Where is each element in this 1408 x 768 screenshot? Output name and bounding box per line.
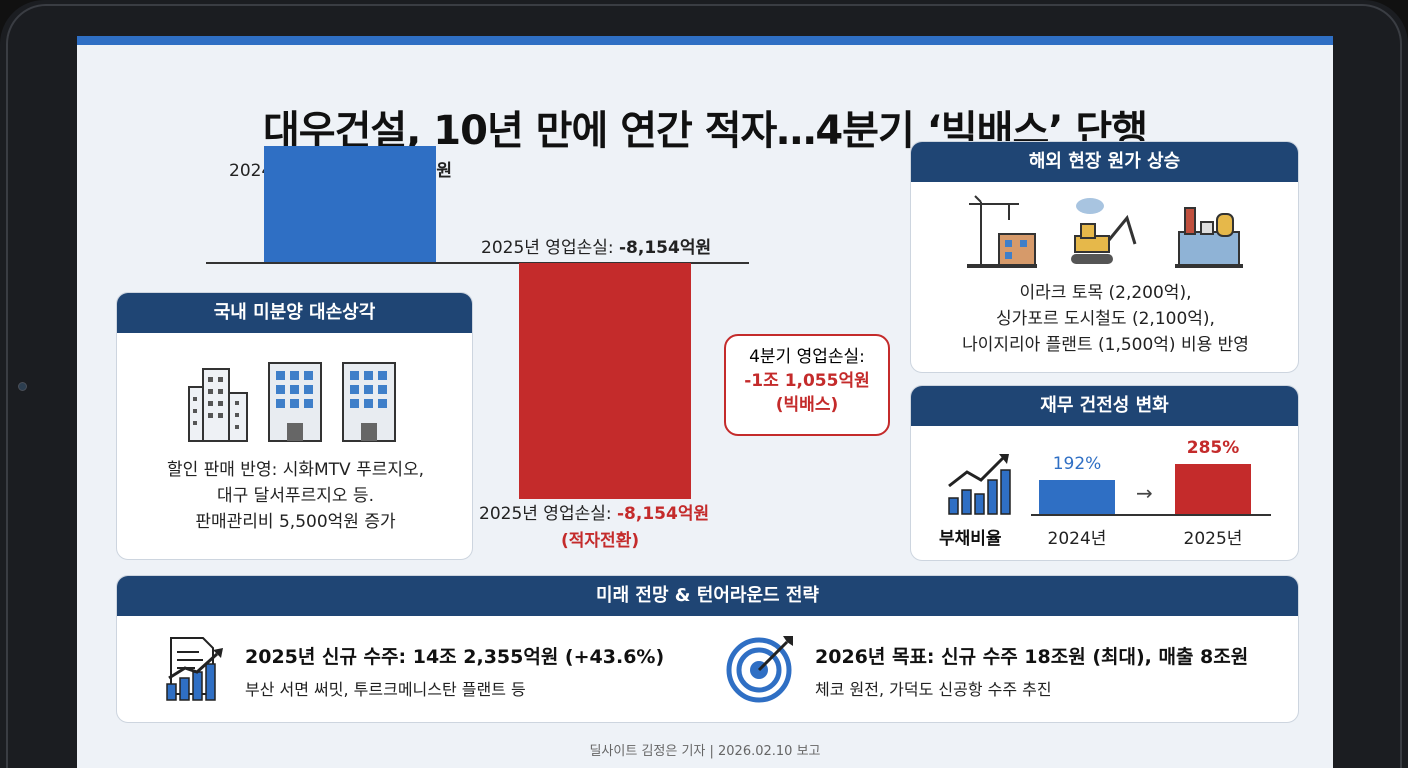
callout-line1: 4분기 영업손실: xyxy=(749,347,865,367)
label-2025-operating-loss-top: 2025년 영업손실: -8,154억원 xyxy=(481,233,711,258)
future-left-title: 2025년 신규 수주: 14조 2,355억원 (+43.6%) xyxy=(245,646,665,668)
future-panel-header: 미래 전망 & 턴어라운드 전략 xyxy=(117,576,1298,616)
debt-ratio-value-2025: 285% xyxy=(1186,438,1240,458)
finance-baseline xyxy=(1031,514,1271,516)
label-2025-top-value: -8,154억원 xyxy=(619,238,712,258)
year-label-2025: 2025년 xyxy=(1183,529,1243,549)
order-report-icon xyxy=(166,637,223,701)
overseas-panel-text: 이라크 토목 (2,200억), 싱가포르 도시철도 (2,100억), 나이지… xyxy=(911,280,1298,358)
domestic-line1: 할인 판매 반영: 시화MTV 푸르지오, xyxy=(166,460,425,480)
bar-2024-operating-profit xyxy=(264,146,436,263)
debt-ratio-label: 부채비율 xyxy=(939,529,1002,549)
label-2025-bottom-value: -8,154억원 xyxy=(617,504,710,524)
arrow-icon: → xyxy=(1136,481,1153,505)
growth-chart-icon xyxy=(948,454,1011,515)
construction-site-icon xyxy=(967,195,1243,268)
top-accent-bar xyxy=(77,36,1333,45)
q4-loss-callout: 4분기 영업손실: -1조 1,055억원 (빅배스) xyxy=(724,334,890,436)
debt-ratio-bar-2025 xyxy=(1175,464,1251,514)
overseas-panel-header: 해외 현장 원가 상승 xyxy=(911,142,1298,182)
callout-line3: (빅배스) xyxy=(775,395,839,415)
camera-dot xyxy=(18,382,27,391)
debt-ratio-bar-2024 xyxy=(1039,480,1115,514)
domestic-line3: 판매관리비 5,500억원 증가 xyxy=(195,512,396,532)
future-right-title: 2026년 목표: 신규 수주 18조원 (최대), 매출 8조원 xyxy=(815,646,1249,668)
label-2025-bottom-prefix: 2025년 영업손실: xyxy=(479,504,617,524)
debt-ratio-value-2024: 192% xyxy=(1052,454,1102,475)
domestic-panel-text: 할인 판매 반영: 시화MTV 푸르지오, 대구 달서푸르지오 등. 판매관리비… xyxy=(117,457,472,535)
footer-byline: 딜사이트 김정은 기자 | 2026.02.10 보고 xyxy=(589,744,821,759)
overseas-line3: 나이지리아 플랜트 (1,500억) 비용 반영 xyxy=(962,335,1249,355)
target-icon xyxy=(726,636,793,703)
domestic-panel-header: 국내 미분양 대손상각 xyxy=(117,293,472,333)
label-2025-operating-loss-bottom: 2025년 영업손실: -8,154억원 xyxy=(479,499,709,524)
apartment-buildings-icon xyxy=(188,362,396,442)
domestic-line2: 대구 달서푸르지오 등. xyxy=(217,486,374,506)
finance-panel-header: 재무 건전성 변화 xyxy=(911,386,1298,426)
label-2025-top-prefix: 2025년 영업손실: xyxy=(481,238,619,258)
tablet-rim xyxy=(6,4,1402,768)
label-deficit-turn: (적자전환) xyxy=(561,531,640,551)
domestic-panel: 국내 미분양 대손상각 xyxy=(116,292,473,560)
infographic-screen: 대우건설, 10년 만에 연간 적자…4분기 ‘빅배스’ 단행 2024년 영업… xyxy=(77,36,1333,768)
bar-2025-operating-loss xyxy=(519,263,691,499)
chart-baseline xyxy=(206,262,749,264)
overseas-line2: 싱가포르 도시철도 (2,100억), xyxy=(996,309,1215,329)
future-right-sub: 체코 원전, 가덕도 신공항 수주 추진 xyxy=(815,680,1052,699)
future-panel: 미래 전망 & 턴어라운드 전략 2025년 신규 수주: 14조 2,355억… xyxy=(116,575,1299,723)
future-left-sub: 부산 서면 써밋, 투르크메니스탄 플랜트 등 xyxy=(245,680,526,699)
callout-line2: -1조 1,055억원 xyxy=(744,371,870,391)
year-label-2024: 2024년 xyxy=(1047,529,1107,549)
overseas-line1: 이라크 토목 (2,200억), xyxy=(1019,283,1192,303)
finance-panel: 재무 건전성 변화 부채비율 192% 285% → 2024년 2025년 xyxy=(910,385,1299,561)
overseas-panel: 해외 현장 원가 상승 xyxy=(910,141,1299,373)
